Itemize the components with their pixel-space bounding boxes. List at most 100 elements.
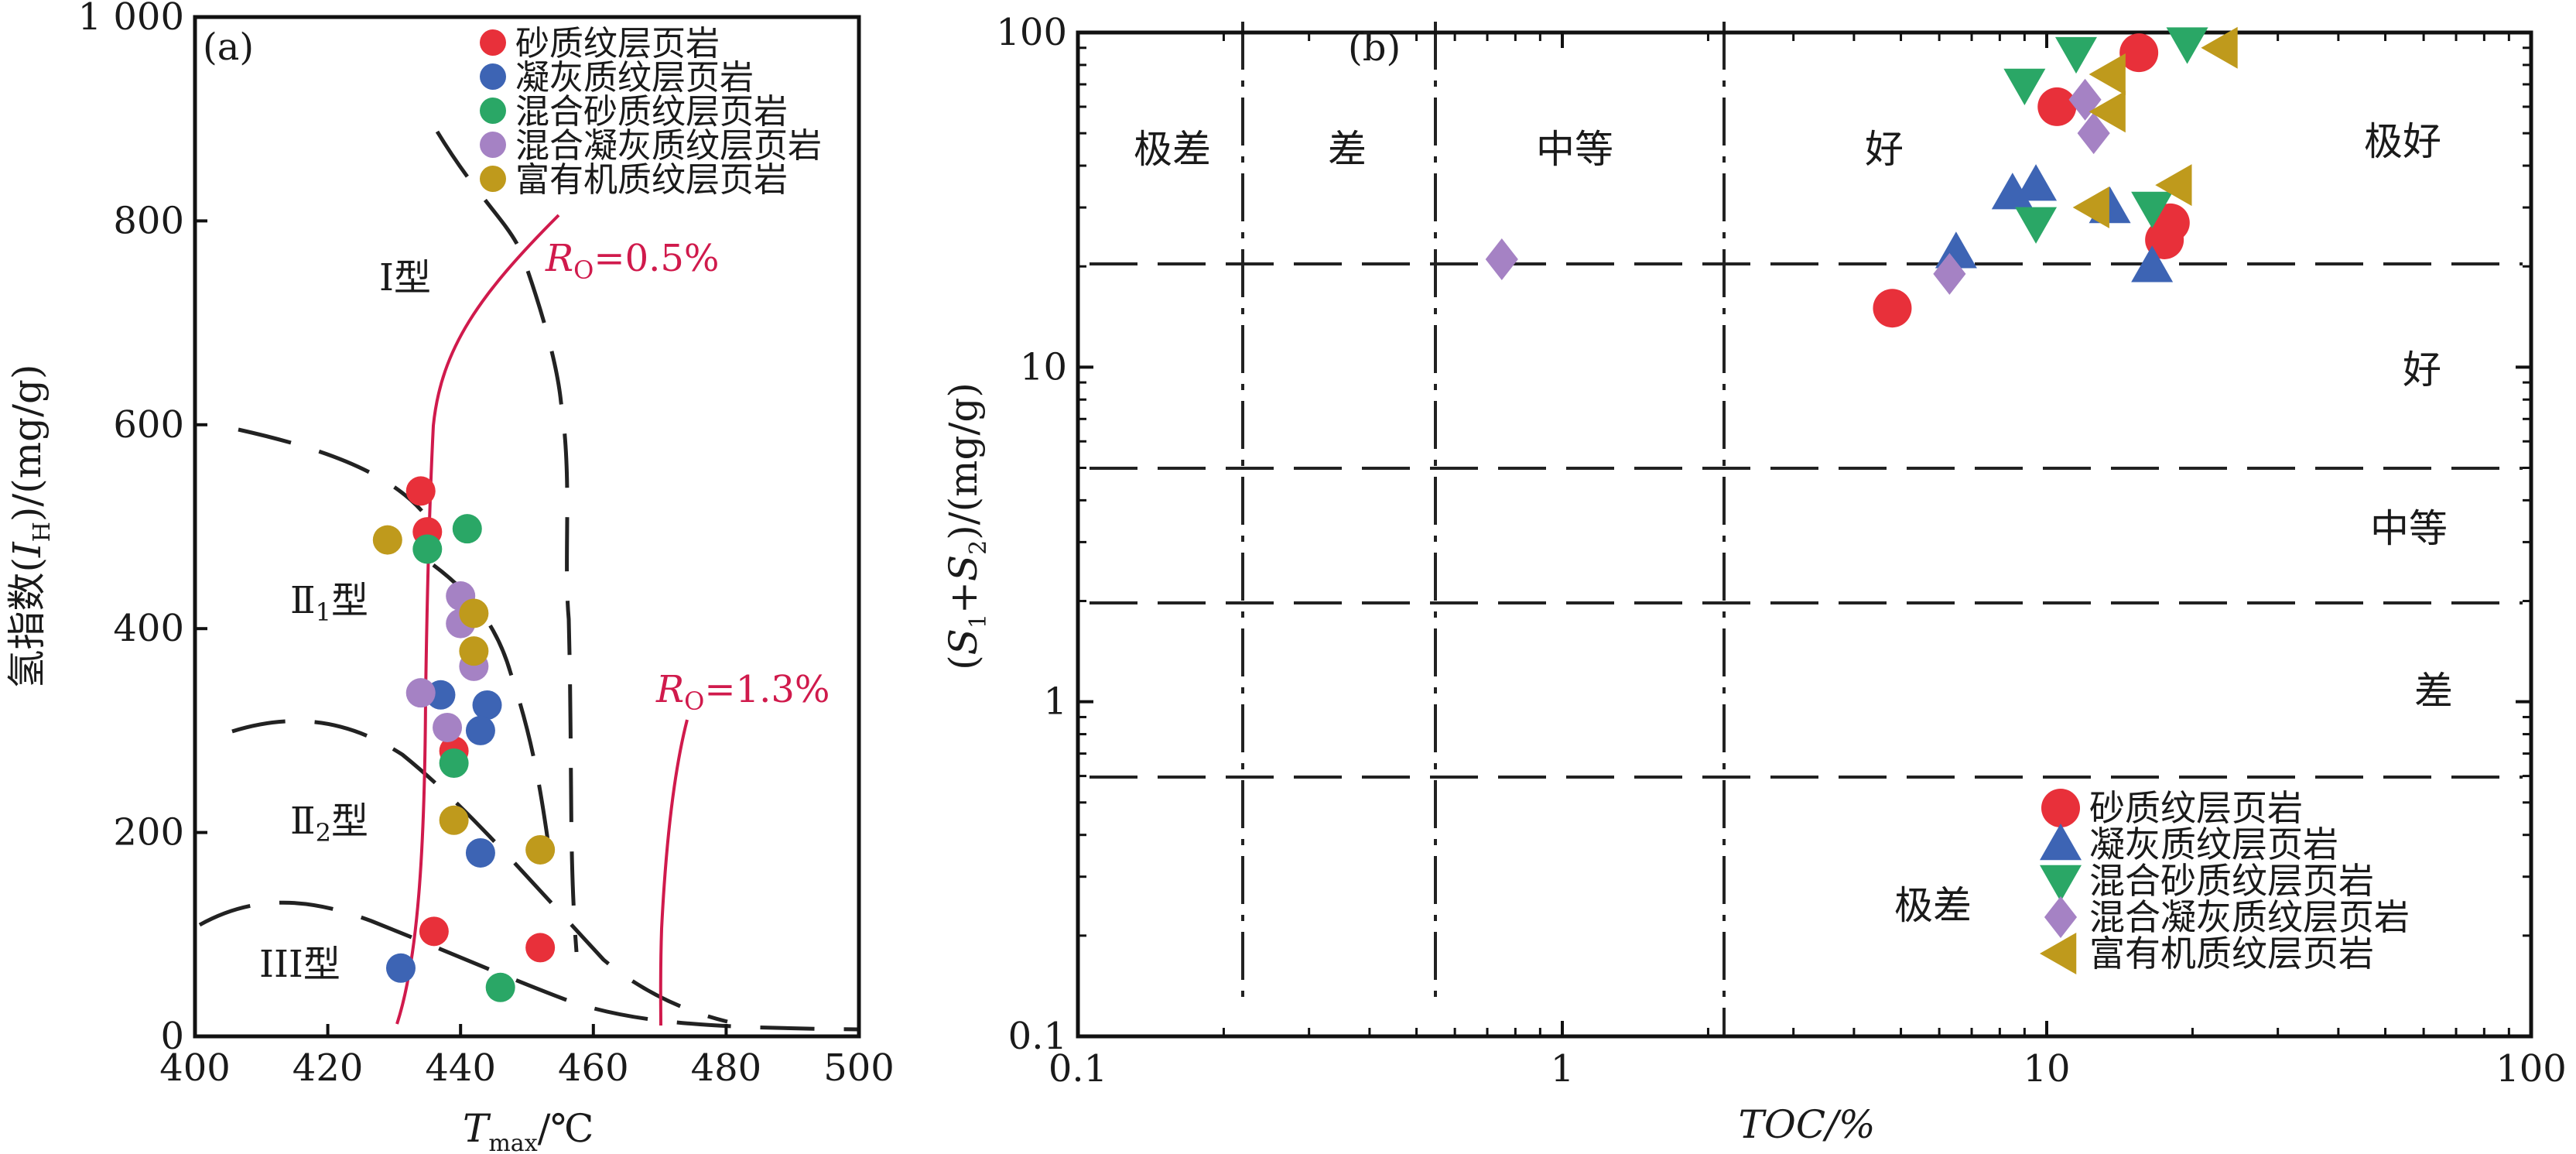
x-axis-title-b: TOC/%	[1739, 1102, 1876, 1147]
data-point-a-s1	[465, 837, 495, 868]
data-point-a-s2	[452, 514, 482, 544]
y-tick-label-a: 400	[113, 607, 184, 650]
type-label-ii1: Ⅱ1型	[290, 579, 368, 627]
y-tick-label-b: 100	[996, 11, 1067, 54]
data-point-a-s4	[525, 834, 556, 865]
legend-marker-a	[480, 166, 506, 192]
data-point-b-s4	[2089, 91, 2126, 133]
zone-lines-horizontal	[1090, 262, 2523, 779]
legend-label-b: 混合砂质纹层页岩	[2089, 860, 2374, 902]
legend-marker-b	[2040, 865, 2082, 902]
legend-label-a: 砂质纹层页岩	[515, 24, 720, 63]
data-point-b-s1	[2015, 164, 2058, 201]
ticks-b: 0.1 1 10 100 0.1 1 10 100	[996, 11, 2566, 1091]
y-tick-label-b: 1	[1043, 680, 1067, 724]
zone-label-poor-right: 差	[2414, 669, 2453, 714]
axes-frame-a	[193, 15, 861, 1039]
data-point-a-s4	[439, 805, 469, 835]
x-tick-label-b: 100	[2496, 1047, 2567, 1091]
boundary-dash-1	[238, 427, 423, 512]
type-label-ii2: Ⅱ2型	[290, 800, 368, 848]
data-point-b-s3	[2077, 112, 2110, 155]
x-tick-label-a: 400	[159, 1046, 231, 1090]
legend-label-b: 混合凝灰质纹层页岩	[2089, 896, 2410, 938]
data-point-b-s2	[2131, 191, 2174, 229]
x-tick-label-a: 460	[558, 1046, 629, 1090]
data-point-b-s4	[2201, 26, 2238, 69]
points-a	[372, 476, 556, 1002]
zone-label-good-right: 好	[2403, 348, 2441, 392]
legend-marker-a	[480, 132, 506, 158]
data-point-a-s1	[385, 953, 416, 983]
data-point-a-s3	[405, 678, 436, 708]
x-tick-label-b: 10	[2023, 1047, 2070, 1091]
legend-marker-b	[2040, 824, 2082, 861]
y-tick-label-a: 0	[160, 1015, 184, 1058]
x-tick-label-a: 500	[823, 1046, 895, 1090]
data-point-a-s4	[459, 598, 489, 628]
data-point-a-s3	[433, 712, 463, 742]
x-tick-label-b: 1	[1551, 1047, 1575, 1091]
data-point-a-s2	[412, 534, 443, 564]
legend-label-b: 凝灰质纹层页岩	[2089, 824, 2338, 865]
data-point-a-s4	[372, 525, 402, 555]
zone-label-very-poor-bottom: 极差	[1894, 883, 1972, 928]
ro-label-1.3: RO=1.3%	[655, 668, 830, 716]
zone-label-good-top: 好	[1865, 127, 1904, 172]
data-point-a-s1	[465, 715, 495, 745]
data-point-a-s0	[405, 476, 436, 506]
data-point-b-s0	[2145, 220, 2184, 259]
type-label-iii: III型	[259, 943, 340, 986]
panel-label-a: (a)	[203, 26, 254, 69]
data-point-b-s3	[1933, 252, 1966, 295]
y-tick-label-b: 0.1	[1008, 1015, 1067, 1058]
data-point-b-s4	[2089, 53, 2126, 96]
x-axis-title-a: Tmax/℃	[463, 1106, 594, 1154]
boundary-dash-2	[435, 130, 579, 953]
data-point-b-s1	[2131, 245, 2174, 283]
legend-marker-a	[480, 29, 506, 56]
y-axis-title-a: 氢指数(IH)/(mg/g)	[5, 364, 56, 688]
data-point-a-s2	[485, 972, 515, 1002]
data-point-b-s0	[2037, 87, 2077, 126]
legend-marker-b	[2040, 933, 2077, 974]
panel-a: 400 420 440 460 480 500 0 200 400 600 800 1 000 (a)…	[5, 0, 895, 1154]
ticks-a: 400 420 440 460 480 500 0 200 400 600 800 1 000	[78, 0, 895, 1090]
axes-frame-b	[1076, 30, 2533, 1039]
type-label-i: I型	[379, 256, 431, 300]
data-point-b-s4	[2072, 187, 2109, 229]
data-point-b-s2	[2003, 68, 2046, 105]
legend-label-b: 砂质纹层页岩	[2089, 787, 2303, 829]
legend-marker-b	[2044, 896, 2078, 938]
data-point-a-s0	[525, 933, 556, 963]
x-tick-label-a: 480	[691, 1046, 762, 1090]
legend-label-b: 富有机质纹层页岩	[2089, 933, 2374, 974]
data-point-b-s2	[2015, 207, 2058, 244]
y-tick-label-a: 1 000	[78, 0, 184, 39]
data-point-b-s4	[2155, 164, 2192, 207]
zone-label-poor-top: 差	[1328, 127, 1367, 172]
legend-label-a: 混合凝灰质纹层页岩	[515, 126, 822, 166]
legend-marker-a	[480, 98, 506, 124]
zone-label-medium-top: 中等	[1536, 127, 1613, 172]
y-tick-label-b: 10	[1020, 345, 1067, 389]
points-b	[1485, 26, 2238, 328]
data-point-a-s4	[459, 636, 489, 666]
zone-lines-vertical	[1241, 22, 1726, 1036]
boundary-dash-4	[231, 719, 728, 1024]
data-point-a-s2	[439, 748, 469, 779]
data-point-b-s2	[2166, 27, 2208, 64]
y-axis-title-b: (S1+S2)/(mg/g)	[941, 382, 992, 670]
zone-label-excellent: 极好	[2364, 119, 2441, 164]
legend-label-a: 凝灰质纹层页岩	[515, 58, 754, 98]
y-tick-label-a: 600	[113, 403, 184, 447]
y-tick-label-a: 800	[113, 199, 184, 242]
data-point-b-s0	[1873, 289, 1912, 328]
legend-marker-a	[480, 63, 506, 90]
data-point-b-s0	[2119, 33, 2159, 73]
data-point-a-s0	[419, 916, 449, 947]
x-tick-label-b: 0.1	[1049, 1047, 1107, 1091]
